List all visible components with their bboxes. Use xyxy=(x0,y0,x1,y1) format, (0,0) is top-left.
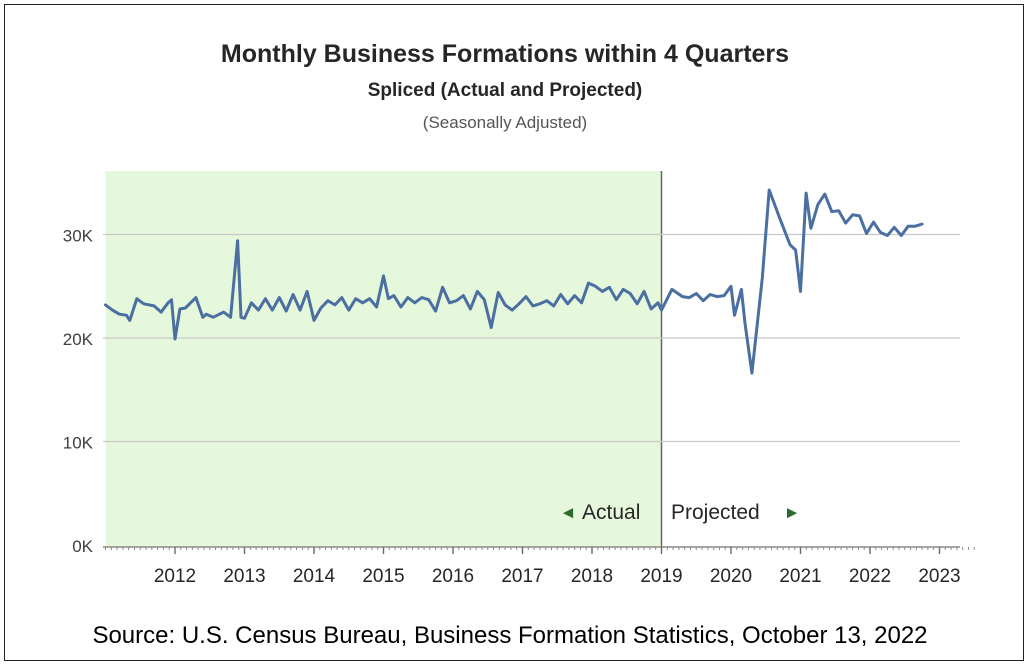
chart-subtitle: Spliced (Actual and Projected) xyxy=(367,80,643,101)
x-tick-label: 2012 xyxy=(154,566,196,587)
x-tick-label: 2021 xyxy=(779,566,821,587)
y-tick-label: 0K xyxy=(72,537,93,556)
x-tick-label: 2020 xyxy=(710,566,752,587)
actual-arrow: ◄ xyxy=(560,503,577,522)
chart-note: (Seasonally Adjusted) xyxy=(422,113,588,132)
y-tick-label: 20K xyxy=(63,330,94,349)
series-line xyxy=(104,188,924,375)
projected-arrow: ► xyxy=(784,503,801,522)
x-tick-label: 2018 xyxy=(571,566,613,587)
x-tick-label: 2015 xyxy=(362,566,404,587)
x-tick-label: 2023 xyxy=(918,566,960,587)
x-tick-label: 2022 xyxy=(849,566,891,587)
actual-region-shade xyxy=(105,171,662,547)
chart-source: Source: U.S. Census Bureau, Business For… xyxy=(92,622,928,649)
y-tick-label: 30K xyxy=(63,227,94,246)
y-tick-label: 10K xyxy=(63,434,94,453)
projected-region-label: Projected xyxy=(671,501,760,524)
actual-region-label: Actual xyxy=(582,501,640,524)
x-tick-label: 2016 xyxy=(432,566,474,587)
x-tick-label: 2017 xyxy=(501,566,543,587)
x-tick-label: 2019 xyxy=(640,566,682,587)
chart-title: Monthly Business Formations within 4 Qua… xyxy=(220,40,790,68)
x-tick-label: 2014 xyxy=(293,566,336,587)
x-tick-label: 2013 xyxy=(223,566,265,587)
